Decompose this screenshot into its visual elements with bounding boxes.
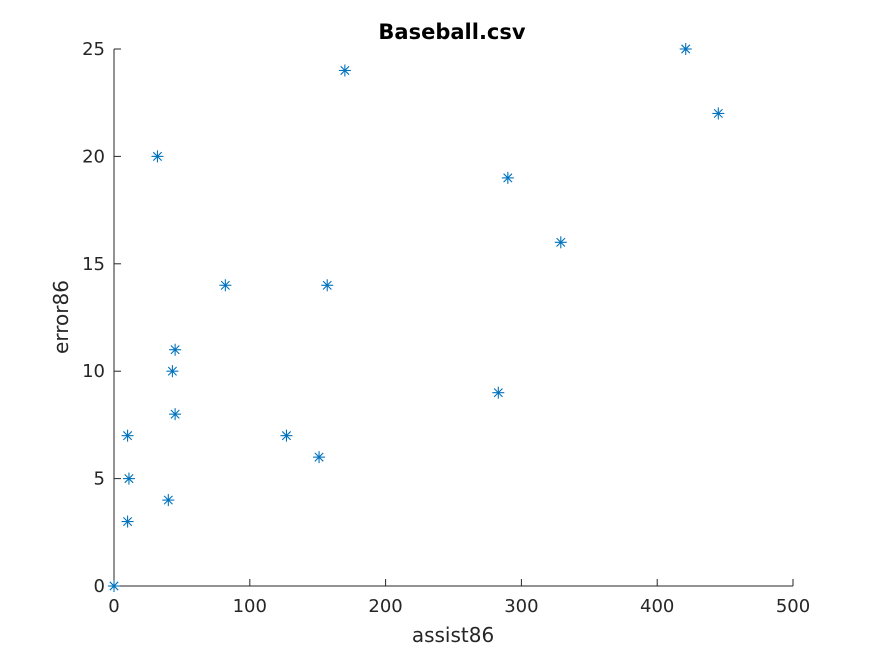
data-point: [280, 429, 293, 442]
data-point: [219, 279, 232, 292]
x-tick-label: 100: [233, 596, 267, 617]
x-tick-label: 200: [368, 596, 402, 617]
x-tick-label: 500: [776, 596, 810, 617]
data-point: [338, 64, 351, 77]
data-point: [166, 365, 179, 378]
y-axis-label: error86: [49, 280, 73, 354]
data-point: [162, 494, 175, 507]
y-ticks: 0 5 10 15 20 25: [82, 39, 121, 597]
x-tick-label: 0: [108, 596, 119, 617]
x-tick-label: 400: [640, 596, 674, 617]
data-point: [313, 451, 326, 464]
data-points: [108, 43, 725, 592]
data-point: [121, 515, 134, 528]
data-point: [108, 580, 120, 592]
data-point: [121, 429, 134, 442]
data-point: [554, 236, 567, 249]
data-point: [169, 343, 182, 356]
y-tick-label: 0: [94, 576, 105, 597]
data-point: [122, 472, 135, 485]
data-point: [679, 43, 692, 55]
y-tick-label: 10: [82, 361, 105, 382]
chart-title: Baseball.csv: [378, 20, 525, 44]
data-point: [169, 408, 182, 421]
axes: [113, 49, 793, 587]
x-tick-label: 300: [504, 596, 538, 617]
data-point: [151, 150, 164, 163]
y-tick-label: 15: [82, 254, 105, 275]
data-point: [712, 107, 725, 120]
data-point: [492, 386, 505, 399]
y-tick-label: 5: [94, 469, 105, 490]
x-axis-label: assist86: [412, 623, 494, 647]
y-tick-label: 25: [82, 39, 105, 60]
y-tick-label: 20: [82, 146, 105, 167]
data-point: [321, 279, 334, 292]
x-ticks: 0 100 200 300 400 500: [108, 579, 810, 617]
data-point: [501, 171, 514, 184]
